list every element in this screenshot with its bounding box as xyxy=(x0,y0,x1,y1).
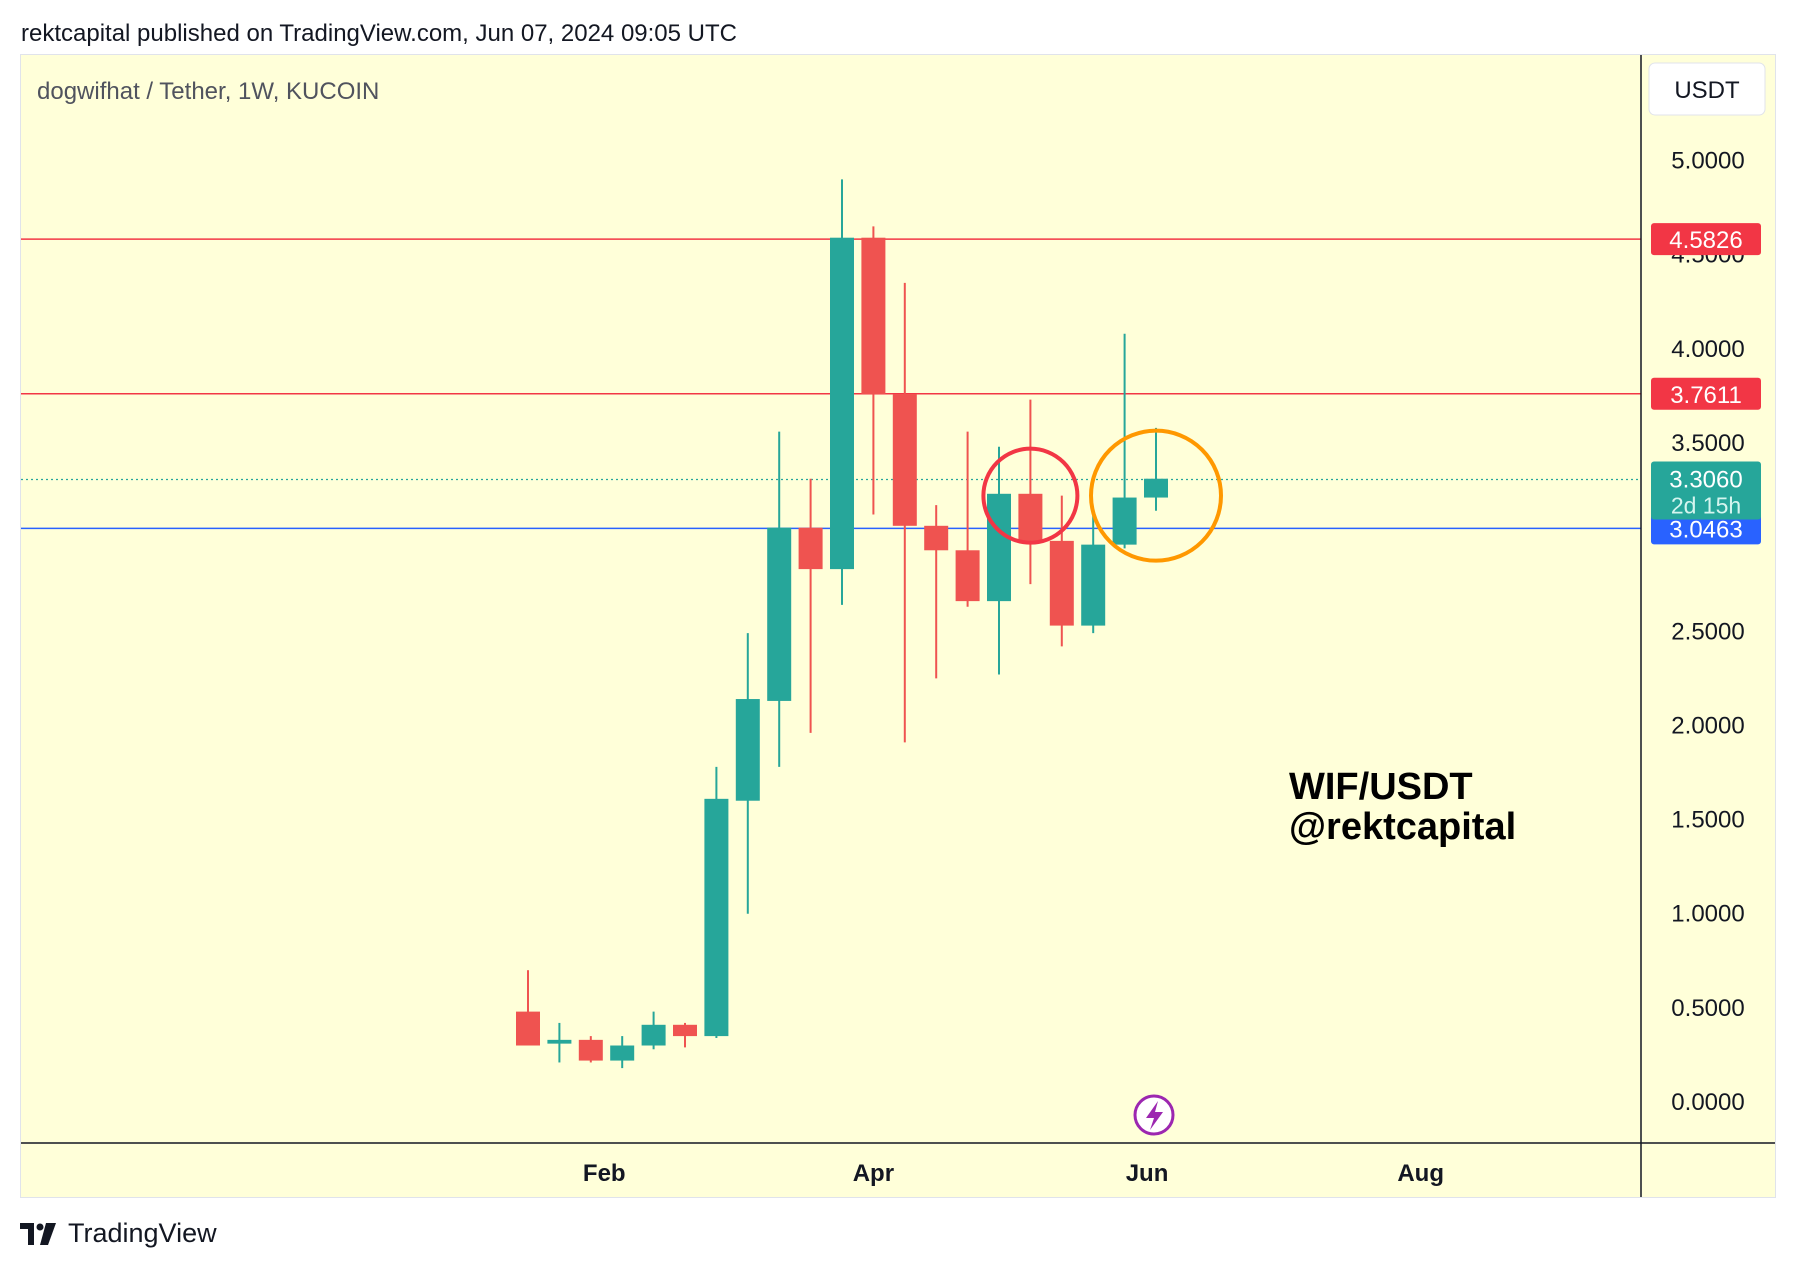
candle-1 xyxy=(547,1022,572,1063)
candle-body-13 xyxy=(924,525,949,551)
level-label-1: 3.7611 xyxy=(1670,382,1742,409)
candle-14 xyxy=(955,431,980,607)
x-tick-label-2: Jun xyxy=(1126,1160,1169,1187)
candlestick-chart[interactable]: 5.00004.50004.00003.50002.50002.00001.50… xyxy=(21,55,1775,1197)
annotation-line-2: @rektcapital xyxy=(1289,806,1516,848)
candle-body-17 xyxy=(1049,540,1074,626)
tradingview-logo-icon xyxy=(20,1222,56,1245)
highlight-circle-0 xyxy=(981,446,1080,545)
candle-17 xyxy=(1049,495,1074,647)
candle-body-10 xyxy=(830,237,854,570)
annotation-line-1: WIF/USDT xyxy=(1289,766,1473,808)
tradingview-brand: TradingView xyxy=(68,1218,217,1248)
y-tick-label-8: 0.5000 xyxy=(1671,995,1744,1022)
candle-body-20 xyxy=(1144,478,1168,498)
last-price-label: 3.3060 xyxy=(1669,466,1742,493)
axes: 5.00004.50004.00003.50002.50002.00001.50… xyxy=(583,148,1745,1188)
candle-11 xyxy=(861,226,886,515)
currency-button-label: USDT xyxy=(1674,77,1740,104)
level-label-box-0 xyxy=(1651,223,1761,256)
candle-body-16 xyxy=(1018,493,1043,541)
candles xyxy=(516,179,1168,1069)
candle-body-9 xyxy=(798,527,823,570)
chart-title: dogwifhat / Tether, 1W, KUCOIN xyxy=(37,78,379,105)
level-label-box-2 xyxy=(1651,512,1761,545)
candle-20 xyxy=(1144,427,1168,511)
y-tick-label-0: 5.0000 xyxy=(1671,148,1744,175)
candle-body-15 xyxy=(987,493,1011,602)
y-tick-label-5: 2.0000 xyxy=(1671,712,1744,739)
lightning-bolt-icon[interactable] xyxy=(1133,1094,1175,1136)
candle-body-12 xyxy=(892,393,917,526)
candle-body-19 xyxy=(1112,497,1137,545)
y-tick-label-9: 0.0000 xyxy=(1671,1089,1744,1116)
candle-body-14 xyxy=(955,550,980,602)
y-tick-label-3: 3.5000 xyxy=(1671,430,1744,457)
candle-6 xyxy=(704,766,729,1038)
highlight-circle-1 xyxy=(1089,428,1223,563)
candle-3 xyxy=(610,1036,635,1069)
candle-19 xyxy=(1112,333,1137,549)
y-tick-label-6: 1.5000 xyxy=(1671,807,1744,834)
x-tick-label-3: Aug xyxy=(1397,1160,1444,1187)
candle-body-8 xyxy=(767,527,792,701)
level-label-box-1 xyxy=(1651,377,1761,410)
candle-10 xyxy=(830,179,854,605)
candle-18 xyxy=(1081,508,1106,634)
candle-16 xyxy=(1018,399,1043,585)
level-label-0: 4.5826 xyxy=(1669,227,1742,254)
last-price-box xyxy=(1651,461,1761,520)
candle-12 xyxy=(892,282,917,743)
watermark-annotation: WIF/USDT @rektcapital xyxy=(1289,766,1516,848)
candle-5 xyxy=(673,1022,697,1048)
candle-8 xyxy=(767,431,792,767)
candle-body-0 xyxy=(516,1011,540,1046)
last-price-countdown: 2d 15h xyxy=(1671,492,1741,518)
plot-background xyxy=(21,55,1641,1197)
tradingview-logo[interactable]: TradingView xyxy=(20,1218,217,1249)
candle-body-1 xyxy=(547,1039,572,1044)
candle-body-6 xyxy=(704,798,729,1037)
candle-body-2 xyxy=(578,1039,603,1061)
y-tick-label-7: 1.0000 xyxy=(1671,901,1744,928)
highlight-circles xyxy=(981,428,1223,563)
candle-body-5 xyxy=(673,1024,697,1037)
publish-line: rektcapital published on TradingView.com… xyxy=(21,20,737,47)
candle-body-11 xyxy=(861,237,886,394)
level-label-2: 3.0463 xyxy=(1669,516,1742,543)
chart-frame: 5.0000 4.5000 4.0000 3.5000 2.5000 2.0000 1.50… xyxy=(20,54,1776,1198)
candle-body-7 xyxy=(735,699,760,801)
y-tick-label-4: 2.5000 xyxy=(1671,618,1744,645)
candle-0 xyxy=(516,970,540,1046)
candle-7 xyxy=(735,633,760,914)
candle-13 xyxy=(924,505,949,679)
candle-2 xyxy=(578,1036,603,1063)
x-tick-label-1: Apr xyxy=(853,1160,894,1187)
candle-body-18 xyxy=(1081,544,1106,626)
candle-15 xyxy=(987,446,1011,675)
candle-body-3 xyxy=(610,1045,635,1061)
currency-button[interactable]: USDT xyxy=(1648,62,1766,116)
y-tick-label-2: 4.0000 xyxy=(1671,336,1744,363)
candle-9 xyxy=(798,478,823,733)
x-tick-label-0: Feb xyxy=(583,1160,626,1187)
candle-4 xyxy=(641,1011,666,1050)
candle-body-4 xyxy=(641,1024,666,1046)
